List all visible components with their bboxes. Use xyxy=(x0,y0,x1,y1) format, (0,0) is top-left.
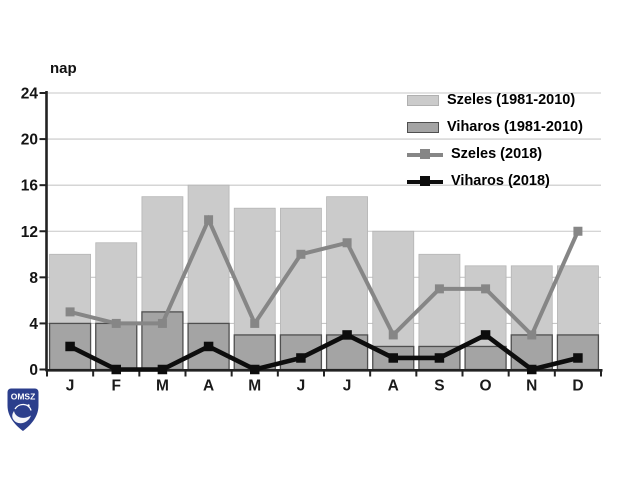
logo-text: OMSZ xyxy=(11,392,36,402)
bar-swatch-dark-icon xyxy=(407,122,439,133)
line-viharos-2018 xyxy=(65,330,583,375)
line-marker xyxy=(65,341,75,352)
y-axis-labels: 0 4 8 12 16 20 24 xyxy=(21,86,39,380)
bar-swatch-light-icon xyxy=(407,95,439,106)
x-tick-label: M xyxy=(156,378,169,395)
line-marker xyxy=(250,318,260,328)
y-tick-label: 24 xyxy=(21,86,39,103)
line-marker xyxy=(342,330,352,340)
line-marker xyxy=(111,318,121,328)
legend-label: Viharos (2018) xyxy=(451,173,550,190)
legend-item-viharos-2018: Viharos (2018) xyxy=(407,173,583,190)
line-marker xyxy=(157,318,167,328)
x-tick-label: S xyxy=(434,378,444,395)
x-tick-label: A xyxy=(388,378,399,395)
line-marker xyxy=(250,364,260,375)
line-swatch-gray-icon xyxy=(407,149,443,160)
line-szeles-2018 xyxy=(65,214,583,340)
x-tick-label: F xyxy=(112,378,121,395)
line-marker xyxy=(65,307,75,317)
x-tick-label: J xyxy=(343,378,352,395)
y-axis-title: nap xyxy=(50,60,77,77)
line-marker xyxy=(203,341,214,352)
x-tick-label: J xyxy=(297,378,306,395)
bar xyxy=(464,345,507,371)
line-path xyxy=(69,214,580,339)
omsz-logo: OMSZ xyxy=(7,388,39,431)
legend-item-szeles-normal: Szeles (1981-2010) xyxy=(407,92,583,109)
x-tick-label: J xyxy=(66,378,75,395)
logo-wave-icon xyxy=(14,403,32,411)
line-marker xyxy=(434,284,444,294)
line-marker xyxy=(111,364,121,375)
line-marker xyxy=(573,226,583,236)
legend: Szeles (1981-2010) Viharos (1981-2010) S… xyxy=(407,92,583,190)
y-tick-label: 8 xyxy=(29,270,38,287)
y-tick-label: 20 xyxy=(21,132,38,149)
x-tick-label: A xyxy=(203,378,214,395)
legend-item-viharos-normal: Viharos (1981-2010) xyxy=(407,119,583,136)
x-tick-label: M xyxy=(248,378,261,395)
x-tick-label: D xyxy=(572,378,583,395)
legend-label: Viharos (1981-2010) xyxy=(447,119,583,136)
legend-label: Szeles (1981-2010) xyxy=(447,92,576,109)
line-marker xyxy=(296,353,306,363)
line-marker xyxy=(388,353,398,363)
line-marker xyxy=(527,364,537,375)
x-tick-label: N xyxy=(526,378,537,395)
y-tick-label: 0 xyxy=(29,362,38,379)
line-marker xyxy=(388,330,398,340)
logo-dot-icon xyxy=(27,404,30,407)
line-marker xyxy=(296,249,306,259)
gridlines xyxy=(47,92,601,324)
line-marker xyxy=(527,330,537,340)
legend-label: Szeles (2018) xyxy=(451,146,543,163)
logo-bird-icon xyxy=(12,411,31,424)
line-marker xyxy=(342,238,352,248)
y-tick-label: 16 xyxy=(21,178,39,195)
line-marker xyxy=(480,330,491,340)
line-marker xyxy=(481,284,491,294)
line-marker xyxy=(434,353,445,363)
line-marker xyxy=(204,215,214,225)
y-tick-label: 4 xyxy=(29,316,38,333)
line-marker xyxy=(157,364,168,375)
line-swatch-black-icon xyxy=(407,176,443,187)
y-tick-label: 12 xyxy=(21,224,38,241)
x-tick-label: O xyxy=(480,378,492,395)
line-marker xyxy=(573,353,583,363)
line-path xyxy=(69,332,579,372)
legend-item-szeles-2018: Szeles (2018) xyxy=(407,146,583,163)
bar xyxy=(556,334,600,371)
